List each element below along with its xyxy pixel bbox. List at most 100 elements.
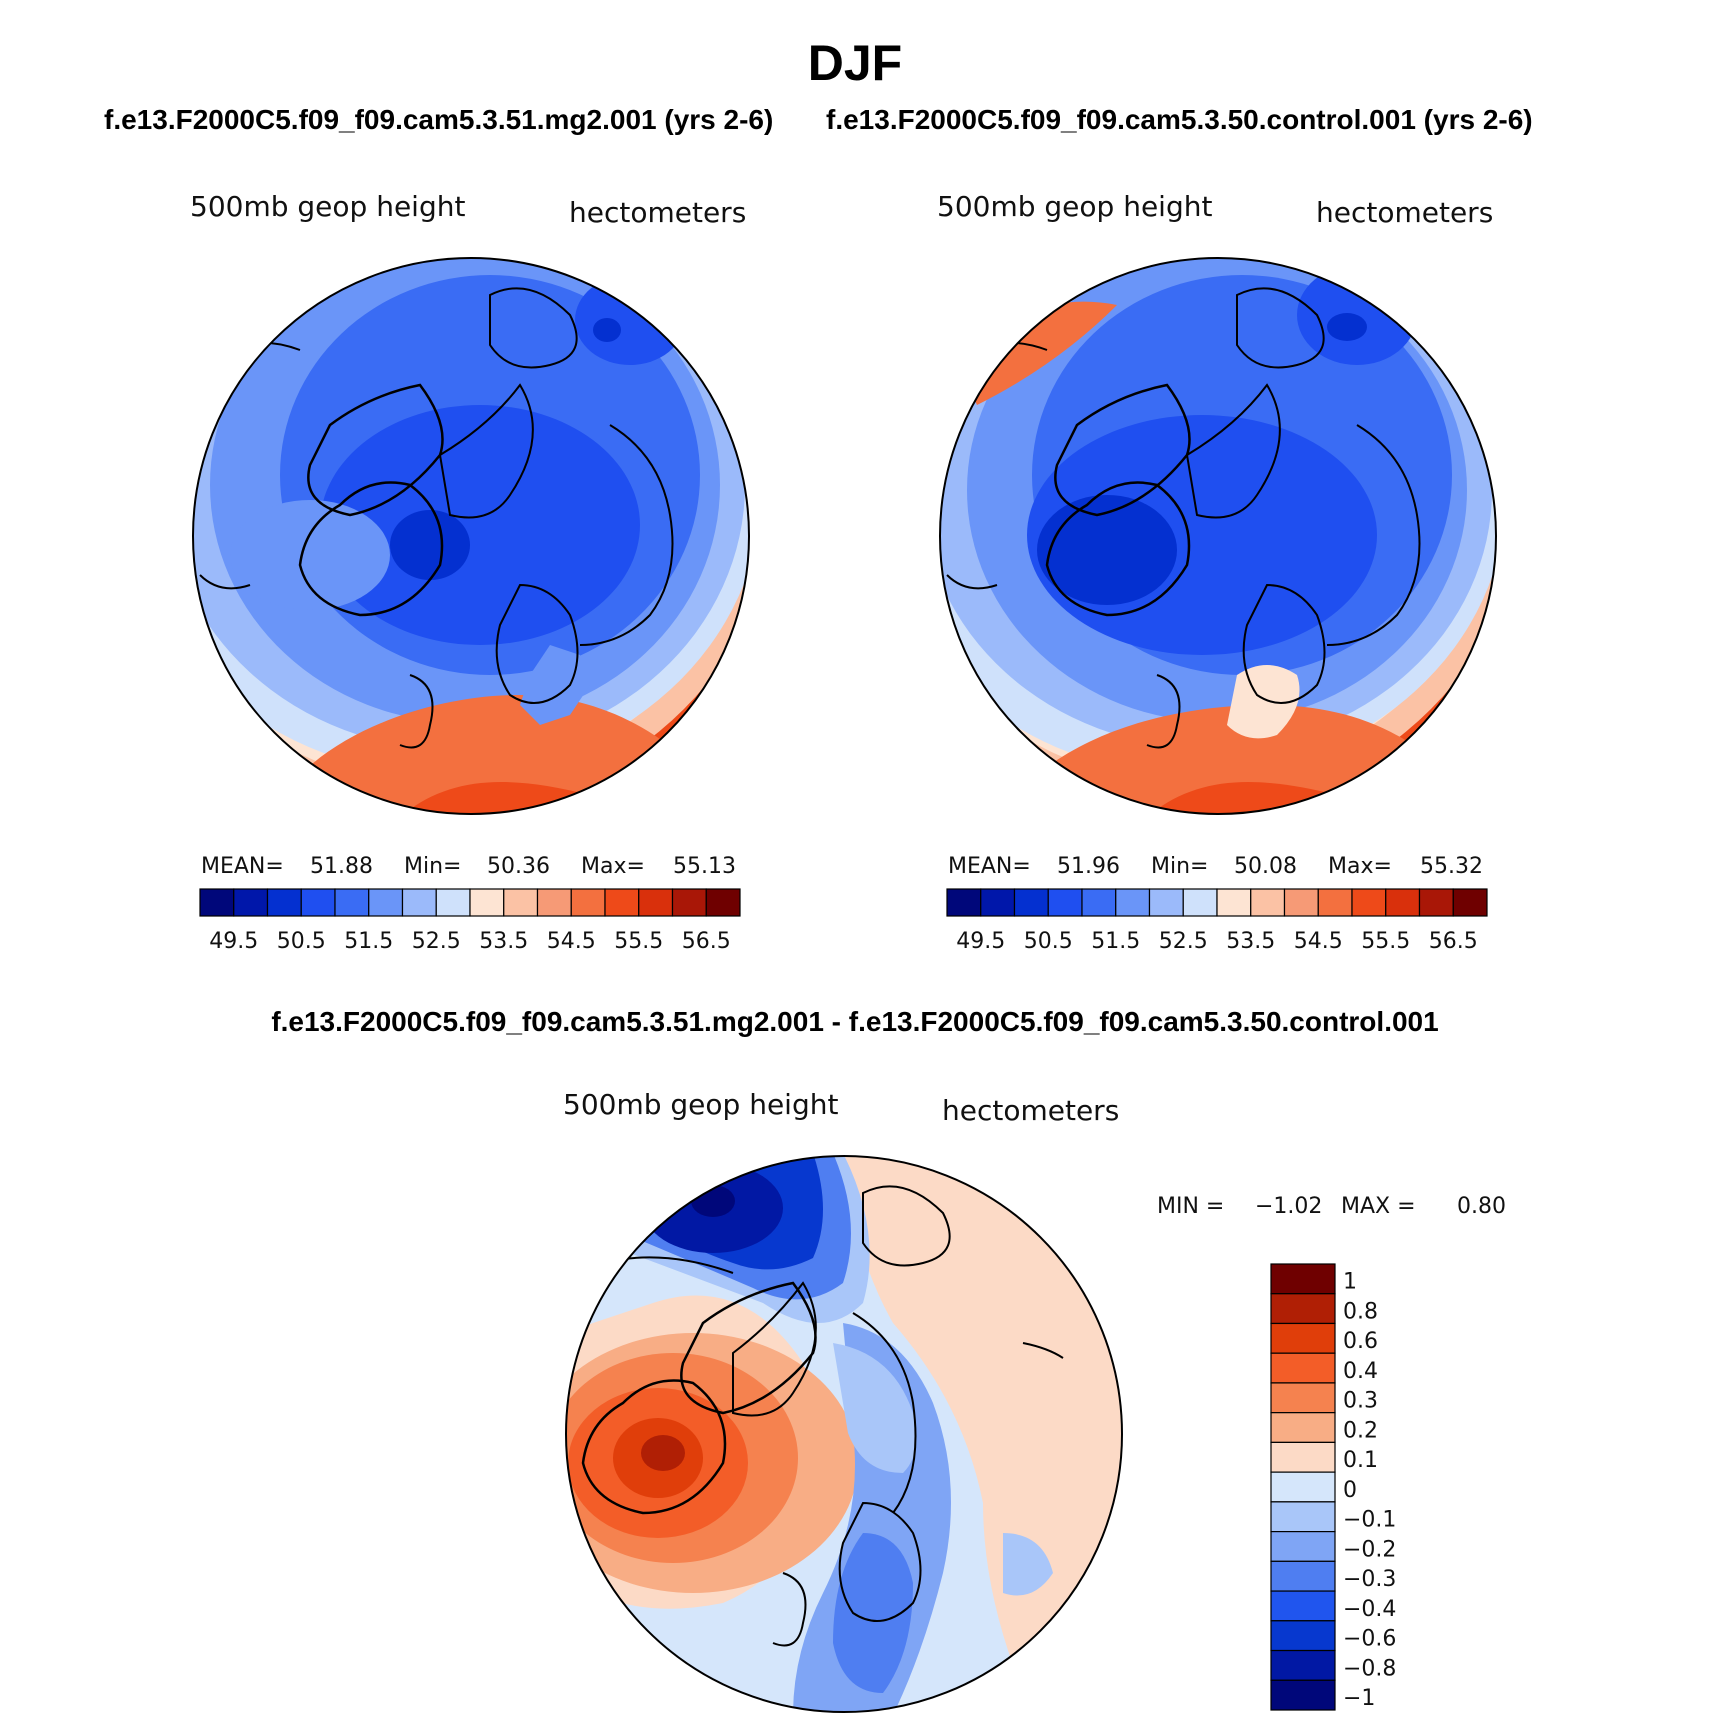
diff-fill-16: [1003, 1533, 1053, 1596]
diff-colorbar-label-11: −0.4: [1343, 1597, 1396, 1622]
diff-colorbar-swatch-2: [1270, 1322, 1336, 1354]
left-polar-map: [192, 257, 750, 815]
left-colorbar-swatch-2: [266, 888, 302, 917]
right-colorbar-swatch-13: [1385, 888, 1421, 917]
left-colorbar-label-2: 51.5: [344, 929, 393, 954]
diff-colorbar-label-9: −0.2: [1343, 1537, 1396, 1562]
diff-colorbar-swatch-4: [1270, 1382, 1336, 1414]
right-colorbar-label-3: 52.5: [1159, 929, 1208, 954]
right-colorbar-label-2: 51.5: [1091, 929, 1140, 954]
right-coast-6: [1146, 674, 1181, 749]
left-colorbar-swatch-3: [300, 888, 336, 917]
left-colorbar-swatch-15: [705, 888, 741, 917]
diff-colorbar-swatch-0: [1270, 1263, 1336, 1295]
diff-coast-9: [1022, 1342, 1064, 1359]
left-colorbar-label-6: 55.5: [614, 929, 663, 954]
diff-colorbar-swatch-12: [1270, 1620, 1336, 1652]
diff-polar-map: [565, 1155, 1123, 1713]
diff-colorbar-label-3: 0.4: [1343, 1359, 1378, 1384]
left-max-value: 55.13: [673, 854, 736, 879]
left-colorbar-swatch-5: [368, 888, 404, 917]
left-fill-11: [230, 500, 390, 610]
left-colorbar-swatch-6: [401, 888, 437, 917]
right-colorbar-label-7: 56.5: [1429, 929, 1478, 954]
right-colorbar-swatch-5: [1115, 888, 1151, 917]
right-colorbar-swatch-4: [1081, 888, 1117, 917]
right-mean-label: MEAN=: [948, 854, 1031, 879]
right-colorbar-label-5: 54.5: [1294, 929, 1343, 954]
diff-colorbar-label-5: 0.2: [1343, 1418, 1378, 1443]
diff-colorbar-swatch-5: [1270, 1412, 1336, 1444]
diff-colorbar-label-10: −0.3: [1343, 1567, 1396, 1592]
left-units-label: hectometers: [569, 196, 747, 229]
left-coast-5: [495, 583, 579, 704]
left-fill-14: [520, 645, 590, 725]
right-colorbar-label-0: 49.5: [956, 929, 1005, 954]
left-colorbar-label-1: 50.5: [277, 929, 326, 954]
left-colorbar-swatch-7: [435, 888, 471, 917]
left-min-label: Min=: [404, 854, 462, 879]
left-coast-2: [298, 481, 444, 617]
diff-coast-6: [772, 1572, 807, 1647]
diff-coast-7: [852, 1312, 917, 1514]
right-max-label: Max=: [1328, 854, 1392, 879]
left-colorbar-swatch-11: [570, 888, 606, 917]
left-colorbar-label-3: 52.5: [412, 929, 461, 954]
left-coast-4: [489, 287, 578, 369]
diff-colorbar-label-1: 0.8: [1343, 1299, 1378, 1324]
right-colorbar-swatch-2: [1013, 888, 1049, 917]
diff-fill-7: [641, 1435, 685, 1471]
right-polar-map: [939, 257, 1497, 815]
left-mean-value: 51.88: [310, 854, 373, 879]
diff-colorbar-swatch-10: [1270, 1560, 1336, 1592]
diff-colorbar-label-12: −0.6: [1343, 1627, 1396, 1652]
diff-colorbar-label-2: 0.6: [1343, 1329, 1378, 1354]
diff-colorbar-label-13: −0.8: [1343, 1656, 1396, 1681]
right-colorbar-swatch-10: [1283, 888, 1319, 917]
right-colorbar-swatch-15: [1452, 888, 1488, 917]
left-fill-8: [575, 275, 685, 365]
right-colorbar-swatch-9: [1250, 888, 1286, 917]
left-fill-7: [320, 405, 640, 645]
left-colorbar-swatch-9: [503, 888, 539, 917]
right-fill-9: [1037, 495, 1177, 605]
figure-title: DJF: [807, 35, 903, 91]
diff-map-border: [565, 1155, 1123, 1713]
diff-colorbar-swatch-7: [1270, 1471, 1336, 1503]
diff-colorbar-label-0: 1: [1343, 1270, 1357, 1295]
diff-colorbar-swatch-3: [1270, 1352, 1336, 1384]
right-coast-3: [1185, 383, 1281, 519]
left-fill-10: [593, 318, 621, 342]
right-fill-14: [1227, 665, 1300, 739]
left-colorbar-label-7: 56.5: [682, 929, 731, 954]
right-colorbar-swatch-8: [1216, 888, 1252, 917]
right-colorbar-swatch-14: [1418, 888, 1454, 917]
right-colorbar-label-4: 53.5: [1226, 929, 1275, 954]
diff-coast-5: [838, 1501, 922, 1622]
diff-fill-15: [833, 1533, 913, 1693]
left-variable-label: 500mb geop height: [190, 190, 466, 223]
diff-max-value: 0.80: [1457, 1194, 1506, 1219]
left-colorbar-label-4: 53.5: [479, 929, 528, 954]
left-coast-6: [399, 674, 434, 749]
left-colorbar-swatch-0: [199, 888, 235, 917]
right-panel-title: f.e13.F2000C5.f09_f09.cam5.3.50.control.…: [826, 104, 1533, 135]
right-max-value: 55.32: [1420, 854, 1483, 879]
right-units-label: hectometers: [1316, 196, 1494, 229]
diff-units-label: hectometers: [942, 1094, 1120, 1127]
left-max-label: Max=: [581, 854, 645, 879]
right-map-border: [939, 257, 1497, 815]
left-min-value: 50.36: [487, 854, 550, 879]
diff-colorbar-swatch-9: [1270, 1531, 1336, 1562]
left-coast-7: [579, 424, 674, 646]
right-min-value: 50.08: [1234, 854, 1297, 879]
diff-fill-1: [843, 1156, 1122, 1712]
right-colorbar-swatch-1: [980, 888, 1016, 917]
diff-colorbar-swatch-8: [1270, 1501, 1336, 1533]
diff-coast-2: [581, 1379, 727, 1515]
left-colorbar: 49.5 50.5 51.5 52.5 53.5 54.5 55.5 56.5: [199, 888, 741, 954]
diff-colorbar-label-6: 0.1: [1343, 1448, 1378, 1473]
left-colorbar-swatch-1: [233, 888, 269, 917]
right-colorbar: 49.5 50.5 51.5 52.5 53.5 54.5 55.5 56.5: [946, 888, 1488, 954]
left-colorbar-label-0: 49.5: [209, 929, 258, 954]
